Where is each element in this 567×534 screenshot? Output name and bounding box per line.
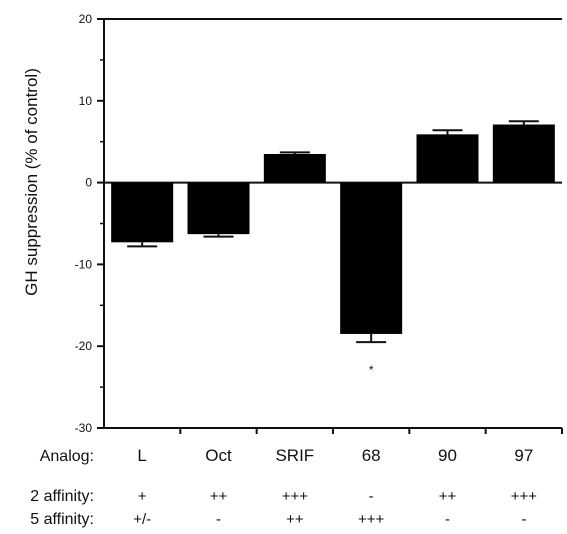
bar-l: [111, 182, 174, 243]
affinity-value-97-2: -: [521, 511, 526, 528]
analog-label-l: L: [137, 446, 146, 465]
affinity-value-90-2: -: [445, 511, 450, 528]
analog-label-90: 90: [438, 446, 457, 465]
affinity-value-oct-1: ++: [210, 488, 228, 505]
labels-layer: 20100-10-20-30L++/-Oct++-SRIF+++++68-+++…: [75, 12, 538, 528]
bar-srif: [263, 153, 326, 183]
error-bars-layer: [127, 120, 539, 344]
bars-layer: [111, 124, 555, 334]
y-axis-title: GH suppression (% of control): [22, 68, 41, 296]
y-axis-tick-label: 0: [85, 176, 92, 190]
affinity-value-srif-1: +++: [282, 488, 309, 505]
axis-layer: [97, 18, 563, 434]
y-axis-tick-label: 20: [79, 12, 93, 26]
affinity-value-l-1: +: [138, 488, 147, 505]
bar-90: [416, 134, 479, 183]
y-axis-tick-label: 10: [79, 94, 93, 108]
affinity-value-68-1: -: [369, 488, 374, 505]
bar-97: [492, 124, 555, 183]
analog-row-label: Analog:: [40, 448, 94, 465]
affinity-value-oct-2: -: [216, 511, 221, 528]
significance-annotation: *: [369, 363, 374, 377]
affinity-value-90-1: ++: [439, 488, 457, 505]
analog-label-97: 97: [514, 446, 533, 465]
bar-oct: [187, 182, 250, 235]
analog-label-68: 68: [362, 446, 381, 465]
affinity-value-l-2: +/-: [133, 511, 151, 528]
affinity-row-label-2: 2 affinity:: [30, 488, 94, 505]
y-axis-tick-label: -20: [75, 339, 93, 353]
affinity-value-srif-2: ++: [286, 511, 304, 528]
analog-label-srif: SRIF: [275, 446, 314, 465]
affinity-row-label-5: 5 affinity:: [30, 511, 94, 528]
y-axis-tick-label: -30: [75, 421, 93, 435]
analog-label-oct: Oct: [205, 446, 232, 465]
affinity-value-68-2: +++: [358, 511, 385, 528]
bar-68: [340, 182, 403, 334]
y-axis-tick-label: -10: [75, 257, 93, 271]
affinity-value-97-1: +++: [511, 488, 538, 505]
